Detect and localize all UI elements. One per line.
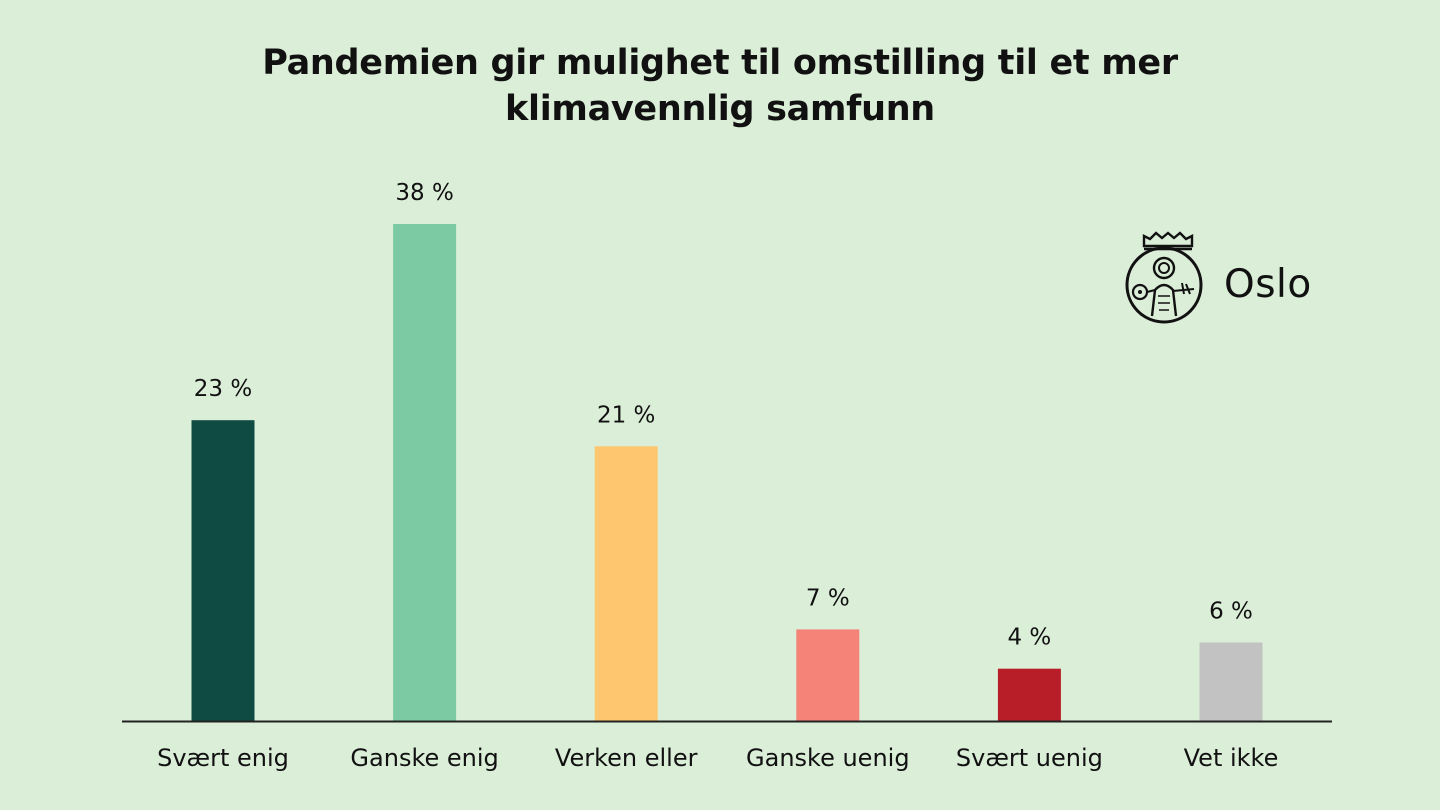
bar-0 — [191, 420, 255, 721]
category-label-2: Verken eller — [555, 744, 698, 772]
category-label-3: Ganske uenig — [746, 744, 910, 772]
bar-1 — [393, 224, 457, 721]
value-label-5: 6 % — [1209, 599, 1253, 625]
bar-3 — [796, 629, 860, 721]
category-label-4: Svært uenig — [956, 744, 1103, 772]
value-label-3: 7 % — [806, 585, 850, 611]
category-label-5: Vet ikke — [1184, 744, 1279, 772]
bar-5 — [1199, 642, 1263, 721]
chart-title: Pandemien gir mulighet til omstilling ti… — [262, 43, 1178, 129]
value-label-1: 38 % — [395, 180, 453, 206]
brand-name: Oslo — [1224, 262, 1312, 307]
value-label-0: 23 % — [194, 376, 252, 402]
value-label-4: 4 % — [1007, 625, 1051, 651]
oslo-city-seal-icon — [1125, 231, 1203, 324]
category-label-1: Ganske enig — [350, 744, 498, 772]
bar-2 — [594, 446, 658, 721]
bar-4 — [997, 668, 1061, 721]
value-label-2: 21 % — [597, 402, 655, 428]
category-label-0: Svært enig — [157, 744, 289, 772]
